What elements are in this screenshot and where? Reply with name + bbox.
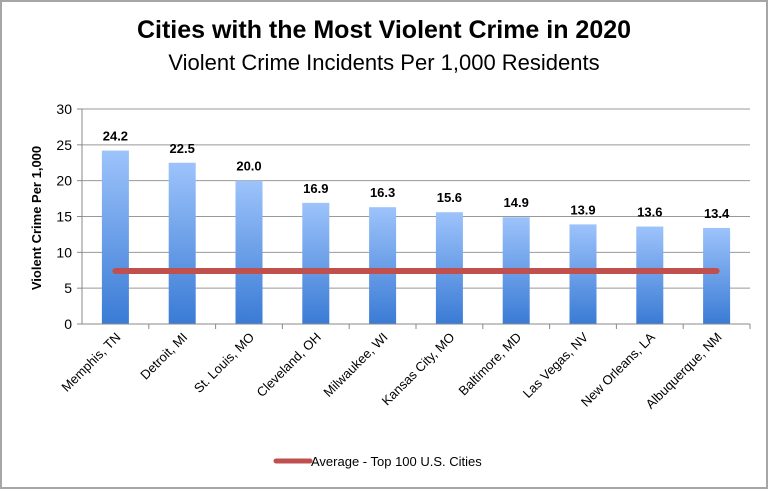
x-tick-label: Memphis, TN — [58, 330, 123, 395]
data-label: 24.2 — [103, 129, 128, 144]
legend-label: Average - Top 100 U.S. Cities — [311, 454, 482, 469]
bar — [636, 226, 664, 324]
y-axis-label: Violent Crime Per 1,000 — [29, 146, 44, 290]
data-label: 16.3 — [370, 185, 395, 200]
legend: Average - Top 100 U.S. Cities — [273, 454, 482, 469]
chart-subtitle: Violent Crime Incidents Per 1,000 Reside… — [168, 50, 600, 75]
data-label: 13.4 — [704, 206, 730, 221]
data-label: 16.9 — [303, 181, 328, 196]
x-tick-label: Kansas City, MO — [379, 330, 458, 409]
x-tick-label: Milwaukee, WI — [320, 330, 390, 400]
data-label: 13.6 — [637, 205, 662, 220]
data-label: 13.9 — [570, 202, 595, 217]
x-tick-label: Detroit, MI — [137, 330, 190, 383]
y-tick-label: 10 — [56, 244, 72, 260]
x-tick-label: Las Vegas, NV — [520, 329, 592, 401]
y-tick-label: 20 — [56, 173, 72, 189]
data-label: 14.9 — [504, 195, 529, 210]
y-tick-label: 15 — [56, 209, 72, 225]
bar — [703, 227, 731, 324]
data-label: 15.6 — [437, 190, 462, 205]
y-tick-label: 30 — [56, 101, 72, 117]
data-label: 22.5 — [170, 141, 195, 156]
bar — [369, 207, 397, 324]
bar — [101, 150, 129, 324]
bar — [235, 180, 263, 324]
data-label: 20.0 — [236, 159, 261, 174]
bar — [168, 162, 196, 324]
x-tick-label: St. Louis, MO — [191, 330, 257, 396]
y-tick-label: 25 — [56, 137, 72, 153]
x-tick-label: Baltimore, MD — [455, 330, 524, 399]
y-tick-label: 0 — [64, 316, 72, 332]
chart-title: Cities with the Most Violent Crime in 20… — [136, 16, 632, 44]
y-tick-label: 5 — [64, 280, 72, 296]
x-tick-label: Cleveland, OH — [254, 330, 324, 400]
bar — [302, 202, 330, 324]
bar — [569, 224, 597, 324]
